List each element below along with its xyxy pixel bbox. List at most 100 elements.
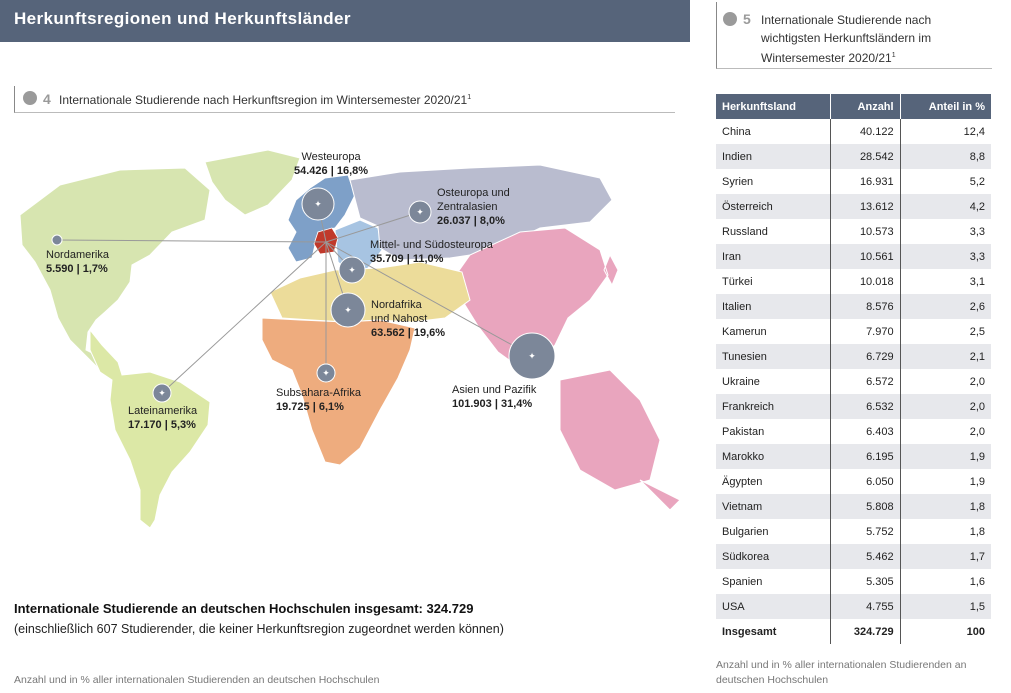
share-cell: 1,5 (900, 594, 991, 619)
country-cell: Bulgarien (716, 519, 831, 544)
count-cell: 40.122 (830, 119, 901, 144)
region-shape-asien-pazifik (457, 227, 681, 511)
figure-caption: Internationale Studierende nach wichtigs… (761, 13, 932, 65)
country-cell: China (716, 119, 831, 144)
total-students-line: Internationale Studierende an deutschen … (14, 601, 474, 616)
figure-icon (23, 91, 37, 105)
country-cell: Iran (716, 244, 831, 269)
header-bar: Herkunftsregionen und Herkunftsländer (0, 0, 690, 42)
share-cell: 1,8 (900, 519, 991, 544)
region-shape-greenland (204, 149, 301, 216)
region-shape-lateinamerika (89, 328, 211, 529)
table-row: Kamerun 7.970 2,5 (716, 319, 991, 344)
country-cell: Pakistan (716, 419, 831, 444)
connector-lines (56, 203, 533, 394)
share-cell: 1,7 (900, 544, 991, 569)
bubble-arrow-icon: ✦ (528, 352, 536, 362)
count-cell: 5.305 (830, 569, 901, 594)
share-cell: 1,8 (900, 494, 991, 519)
bubble-asien-pazifik (508, 332, 556, 380)
table-row: Pakistan 6.403 2,0 (716, 419, 991, 444)
share-cell: 1,6 (900, 569, 991, 594)
count-cell: 10.561 (830, 244, 901, 269)
share-cell: 3,1 (900, 269, 991, 294)
country-cell: Frankreich (716, 394, 831, 419)
country-cell: Kamerun (716, 319, 831, 344)
count-cell: 6.403 (830, 419, 901, 444)
table-row: Iran 10.561 3,3 (716, 244, 991, 269)
page-title: Herkunftsregionen und Herkunftsländer (14, 9, 351, 28)
table-row: Österreich 13.612 4,2 (716, 194, 991, 219)
share-cell: 8,8 (900, 144, 991, 169)
footnote-right: Anzahl und in % aller internationalen St… (716, 659, 967, 686)
table-row: Ukraine 6.572 2,0 (716, 369, 991, 394)
label-lateinamerika: Lateinamerika 17.170 | 5,3% (128, 405, 198, 431)
label-osteuropa-zentralasien: Osteuropa und Zentralasien 26.037 | 8,0% (437, 187, 510, 227)
count-cell: 4.755 (830, 594, 901, 619)
total-students-note: (einschließlich 607 Studierender, die ke… (14, 622, 504, 636)
count-cell: 10.573 (830, 219, 901, 244)
country-cell: Marokko (716, 444, 831, 469)
country-cell: Russland (716, 219, 831, 244)
footnote-left: Anzahl und in % aller internationalen St… (14, 674, 380, 686)
bubble-subsahara-afrika (316, 363, 336, 383)
bubble-nordafrika-nahost (330, 292, 366, 328)
count-cell: 8.576 (830, 294, 901, 319)
table-row: Bulgarien 5.752 1,8 (716, 519, 991, 544)
country-cell: Tunesien (716, 344, 831, 369)
total-share-cell: 100 (900, 619, 991, 644)
figure-number: 4 (43, 91, 51, 107)
figure-icon (723, 12, 737, 26)
share-cell: 2,0 (900, 394, 991, 419)
table-row: Indien 28.542 8,8 (716, 144, 991, 169)
share-cell: 2,1 (900, 344, 991, 369)
bubble-arrow-icon: ✦ (348, 266, 356, 276)
share-cell: 2,5 (900, 319, 991, 344)
table-row: China 40.122 12,4 (716, 119, 991, 144)
country-cell: Österreich (716, 194, 831, 219)
table-row: Syrien 16.931 5,2 (716, 169, 991, 194)
region-shape-subsahara-afrika (261, 317, 416, 466)
table-header-row: Herkunftsland Anzahl Anteil in % (716, 94, 991, 119)
table-row: Südkorea 5.462 1,7 (716, 544, 991, 569)
table-row: USA 4.755 1,5 (716, 594, 991, 619)
share-cell: 2,0 (900, 419, 991, 444)
table-row: Frankreich 6.532 2,0 (716, 394, 991, 419)
table-figure-title: 5 Internationale Studierende nach wichti… (716, 2, 992, 69)
bubble-arrow-icon: ✦ (322, 369, 330, 379)
label-westeuropa: Westeuropa 54.426 | 16,8% (294, 151, 369, 177)
figure-number: 5 (743, 11, 751, 27)
count-cell: 5.462 (830, 544, 901, 569)
country-table: Herkunftsland Anzahl Anteil in % China 40… (716, 94, 991, 644)
bubble-osteuropa-zentralasien (408, 200, 432, 224)
world-map: ✦ ✦ ✦ ✦ ✦ ✦ ✦ (19, 149, 681, 529)
label-subsahara-afrika: Subsahara-Afrika 19.725 | 6,1% (276, 387, 361, 413)
bubble-arrow-icon: ✦ (344, 306, 352, 316)
table-row: Marokko 6.195 1,9 (716, 444, 991, 469)
bubble-arrow-icon: ✦ (314, 200, 322, 210)
count-cell: 5.808 (830, 494, 901, 519)
figure-caption: Internationale Studierende nach Herkunft… (59, 93, 472, 107)
column-header-country: Herkunftsland (716, 94, 831, 119)
country-cell: Spanien (716, 569, 831, 594)
bubble-arrow-icon: ✦ (158, 389, 166, 399)
share-cell: 3,3 (900, 244, 991, 269)
share-cell: 2,6 (900, 294, 991, 319)
country-cell: USA (716, 594, 831, 619)
table-row: Russland 10.573 3,3 (716, 219, 991, 244)
table-row: Türkei 10.018 3,1 (716, 269, 991, 294)
count-cell: 6.195 (830, 444, 901, 469)
table-row: Vietnam 5.808 1,8 (716, 494, 991, 519)
share-cell: 1,9 (900, 444, 991, 469)
table-row: Italien 8.576 2,6 (716, 294, 991, 319)
label-nordamerika: Nordamerika 5.590 | 1,7% (46, 249, 109, 275)
count-cell: 7.970 (830, 319, 901, 344)
count-cell: 6.729 (830, 344, 901, 369)
count-cell: 13.612 (830, 194, 901, 219)
total-count-cell: 324.729 (830, 619, 901, 644)
country-cell: Südkorea (716, 544, 831, 569)
label-mittel-suedosteuropa: Mittel- und Südosteuropa 35.709 | 11,0% (370, 239, 493, 265)
total-label-cell: Insgesamt (716, 619, 831, 644)
table-total-row: Insgesamt 324.729 100 (716, 619, 991, 644)
table-row: Ägypten 6.050 1,9 (716, 469, 991, 494)
